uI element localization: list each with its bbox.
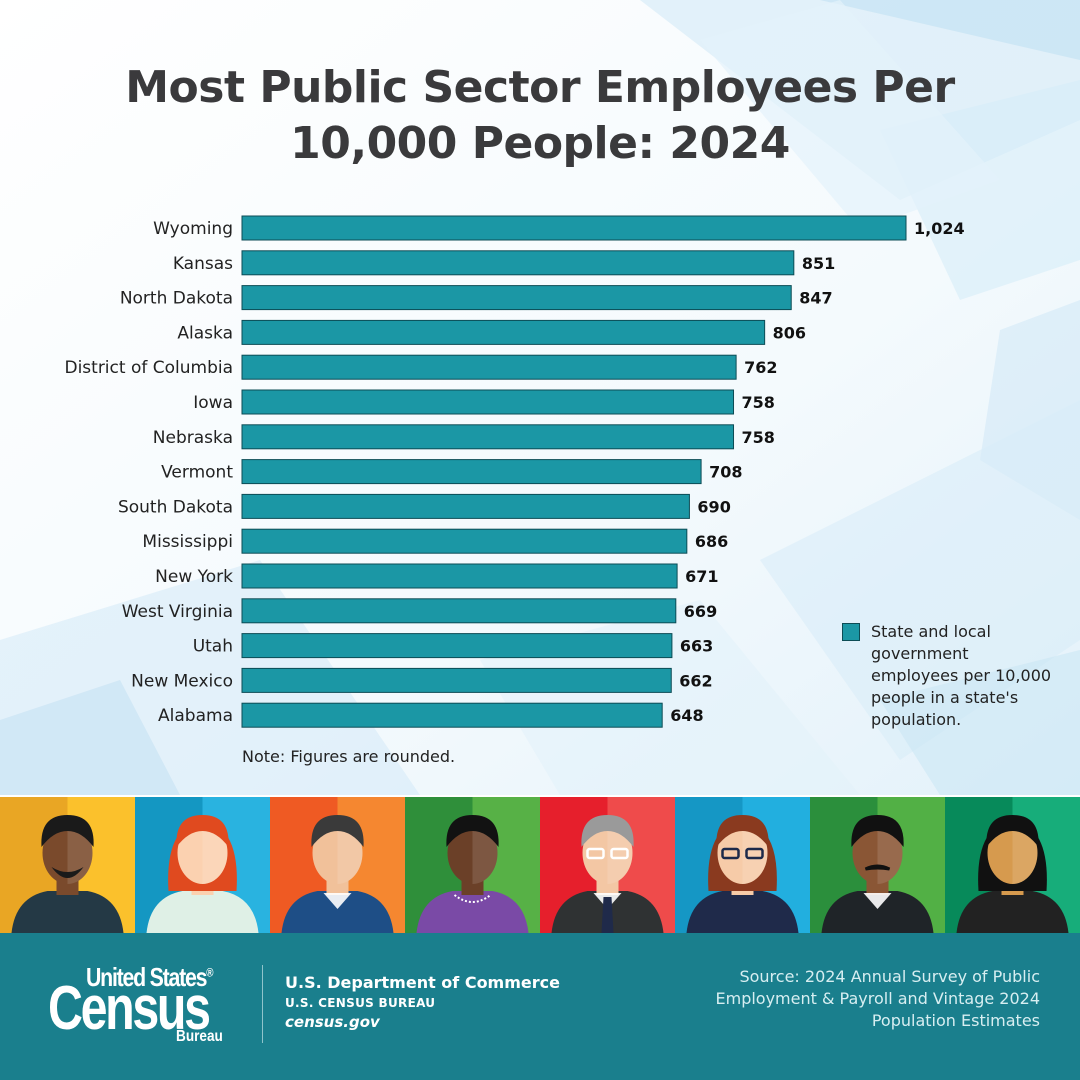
- bar-row: Alabama 648: [158, 702, 704, 728]
- category-label: District of Columbia: [64, 358, 233, 378]
- value-label: 669: [684, 602, 717, 621]
- value-label: 708: [709, 463, 742, 482]
- logo-line-2: Census: [48, 974, 211, 1043]
- bar-row: Iowa 758: [193, 389, 775, 415]
- bar: [241, 528, 688, 554]
- category-label: Iowa: [193, 393, 233, 413]
- bar: [241, 250, 795, 276]
- category-label: Alaska: [177, 323, 233, 343]
- legend-label: State and local government employees per…: [871, 622, 1052, 729]
- bar: [241, 319, 766, 345]
- person-tile: [135, 797, 271, 933]
- person-tile: [0, 797, 136, 933]
- bar-row: Wyoming 1,024: [153, 215, 965, 241]
- bar-row: New York 671: [155, 563, 719, 589]
- value-label: 758: [742, 428, 775, 447]
- category-label: Utah: [193, 637, 233, 657]
- category-label: Mississippi: [142, 532, 233, 552]
- bar: [241, 424, 735, 450]
- source-text: Source: 2024 Annual Survey of Public Emp…: [715, 967, 1041, 1030]
- value-label: 758: [742, 393, 775, 412]
- bar: [241, 598, 677, 624]
- bar-row: Mississippi 686: [142, 528, 728, 554]
- person-tile: [540, 797, 676, 933]
- bar: [241, 215, 907, 241]
- bar: [241, 285, 792, 311]
- bar-chart: Wyoming 1,024 Kansas 851 North Dakota 847 Alas…: [64, 215, 965, 728]
- category-label: Kansas: [173, 254, 233, 274]
- value-label: 663: [680, 637, 713, 656]
- registered-mark: ®: [206, 965, 214, 980]
- bar-row: New Mexico 662: [131, 667, 713, 693]
- bar-row: Kansas 851: [173, 250, 835, 276]
- category-label: Wyoming: [153, 219, 233, 239]
- value-label: 806: [773, 323, 806, 342]
- footer-divider: [262, 965, 263, 1043]
- person-tile: [810, 797, 946, 933]
- bar: [241, 563, 678, 589]
- category-label: Alabama: [158, 706, 233, 726]
- bar: [241, 354, 737, 380]
- bar-row: Alaska 806: [177, 319, 806, 345]
- value-label: 762: [744, 358, 777, 377]
- bar: [241, 493, 690, 519]
- bar-row: Nebraska 758: [153, 424, 775, 450]
- people-illustration: [0, 797, 1080, 933]
- department-name: U.S. Department of Commerce: [285, 973, 560, 992]
- chart-note: Note: Figures are rounded.: [242, 747, 456, 766]
- bar: [241, 459, 702, 485]
- person-tile: [675, 797, 811, 933]
- value-label: 851: [802, 254, 835, 273]
- bar-row: North Dakota 847: [120, 285, 833, 311]
- value-label: 648: [670, 706, 703, 725]
- person-tile: [945, 797, 1080, 933]
- bar-row: District of Columbia 762: [64, 354, 778, 380]
- value-label: 847: [799, 289, 832, 308]
- category-label: North Dakota: [120, 289, 233, 309]
- bar: [241, 389, 735, 415]
- bar-row: South Dakota 690: [118, 493, 731, 519]
- value-label: 662: [679, 671, 712, 690]
- background-pattern: [0, 0, 1080, 795]
- value-label: 671: [685, 567, 718, 586]
- category-label: Vermont: [161, 463, 233, 483]
- bar: [241, 667, 672, 693]
- bar: [241, 633, 673, 659]
- bar-row: Vermont 708: [161, 459, 743, 485]
- value-label: 690: [697, 497, 730, 516]
- category-label: Nebraska: [153, 428, 233, 448]
- category-label: West Virginia: [122, 602, 233, 622]
- footer: United States® Census Bureau U.S. Depart…: [0, 933, 1080, 1080]
- bar-row: Utah 663: [193, 633, 713, 659]
- category-label: New York: [155, 567, 233, 587]
- value-label: 686: [695, 532, 728, 551]
- chart-title: Most Public Sector Employees Per 10,000 …: [125, 62, 955, 169]
- person-tile: [270, 797, 406, 933]
- person-tile: [405, 797, 541, 933]
- website-link[interactable]: census.gov: [285, 1013, 380, 1031]
- category-label: South Dakota: [118, 497, 233, 517]
- value-label: 1,024: [914, 219, 965, 238]
- legend-swatch: [842, 623, 860, 641]
- logo-line-3: Bureau: [176, 1028, 223, 1045]
- bar-row: West Virginia 669: [122, 598, 717, 624]
- bar: [241, 702, 663, 728]
- category-label: New Mexico: [131, 671, 233, 691]
- bureau-name: U.S. CENSUS BUREAU: [285, 996, 436, 1010]
- logo-line-1: United States®: [86, 962, 214, 992]
